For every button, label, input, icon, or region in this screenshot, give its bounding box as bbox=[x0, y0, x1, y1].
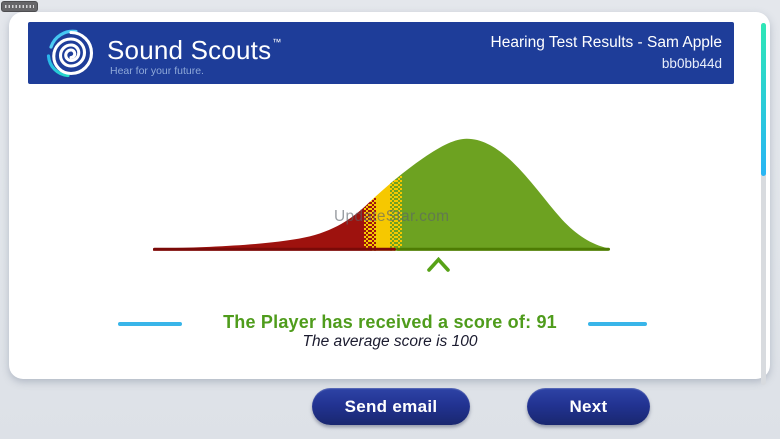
scrollbar-track[interactable] bbox=[761, 23, 766, 385]
send-email-button[interactable]: Send email bbox=[312, 388, 470, 425]
average-score-text: The average score is 100 bbox=[302, 333, 478, 350]
trademark-symbol: ™ bbox=[272, 37, 282, 47]
accent-dash-left bbox=[118, 322, 182, 326]
accent-dash-right bbox=[588, 322, 647, 326]
session-id: bb0bb44d bbox=[661, 56, 722, 71]
watermark: UpdateStar.com bbox=[334, 208, 450, 225]
debug-badge-text bbox=[5, 5, 34, 8]
scrollbar-thumb[interactable] bbox=[761, 23, 766, 176]
header-title: Hearing Test Results - Sam Apple bbox=[490, 34, 722, 51]
sound-scouts-logo-icon bbox=[46, 29, 94, 78]
header-bar bbox=[28, 22, 734, 84]
debug-badge bbox=[1, 1, 38, 12]
next-button[interactable]: Next bbox=[527, 388, 650, 425]
score-result-text: The Player has received a score of: 91 bbox=[223, 312, 557, 332]
brand-tagline: Hear for your future. bbox=[110, 65, 204, 77]
brand-name: Sound Scouts™ bbox=[107, 35, 282, 65]
